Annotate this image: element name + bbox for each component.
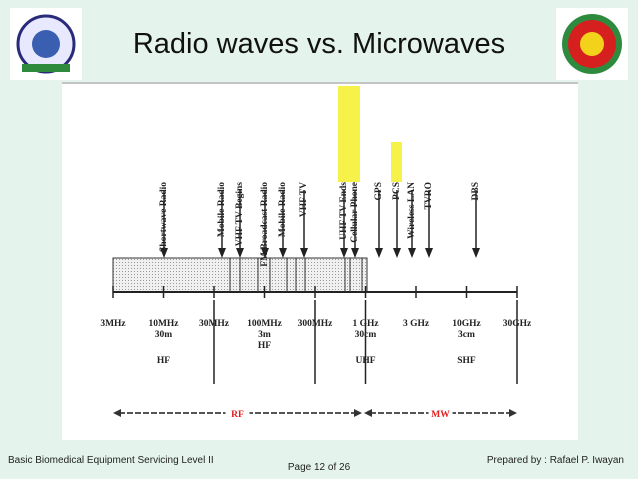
arrowhead xyxy=(425,248,433,258)
arrowhead xyxy=(236,248,244,258)
span-label: RF xyxy=(231,410,244,420)
arrowhead xyxy=(261,248,269,258)
footer-right: Prepared by : Rafael P. Iwayan xyxy=(486,455,624,466)
frequency-label: 10GHz xyxy=(452,319,481,329)
arrowhead xyxy=(300,248,308,258)
frequency-label: 3cm xyxy=(458,330,475,340)
highlight xyxy=(391,142,402,182)
frequency-label: 3 GHz xyxy=(403,319,430,329)
frequency-label: 30m xyxy=(155,330,173,340)
arrowhead xyxy=(279,248,287,258)
arrowhead xyxy=(218,248,226,258)
footer-page: Page 12 of 26 xyxy=(287,462,351,473)
band-label: HF xyxy=(157,356,170,366)
arrowhead xyxy=(160,248,168,258)
frequency-label: 3MHz xyxy=(100,319,126,329)
arrowhead xyxy=(408,248,416,258)
slide-title: Radio waves vs. Microwaves xyxy=(132,28,506,60)
frequency-label: 10MHz xyxy=(148,319,179,329)
span-bg xyxy=(225,406,250,420)
span-bg xyxy=(428,406,453,420)
arrowhead xyxy=(393,248,401,258)
span-label: MW xyxy=(431,410,450,420)
arrowhead xyxy=(351,248,359,258)
arrowhead xyxy=(375,248,383,258)
logo-left xyxy=(10,8,82,80)
spectrum-diagram: 3MHz10MHz30m30MHz100MHz3mHF300MHz1 GHz30… xyxy=(62,82,578,440)
frequency-label: 100MHz xyxy=(247,319,283,329)
highlight xyxy=(338,86,349,182)
logo-right xyxy=(556,8,628,80)
band-label: SHF xyxy=(457,356,476,366)
frequency-label: 3m xyxy=(258,330,271,340)
frequency-label: HF xyxy=(258,341,271,351)
highlight xyxy=(349,86,360,182)
band-label: UHF xyxy=(355,356,375,366)
arrowhead xyxy=(340,248,348,258)
footer-left: Basic Biomedical Equipment Servicing Lev… xyxy=(8,455,214,466)
arrowhead xyxy=(472,248,480,258)
